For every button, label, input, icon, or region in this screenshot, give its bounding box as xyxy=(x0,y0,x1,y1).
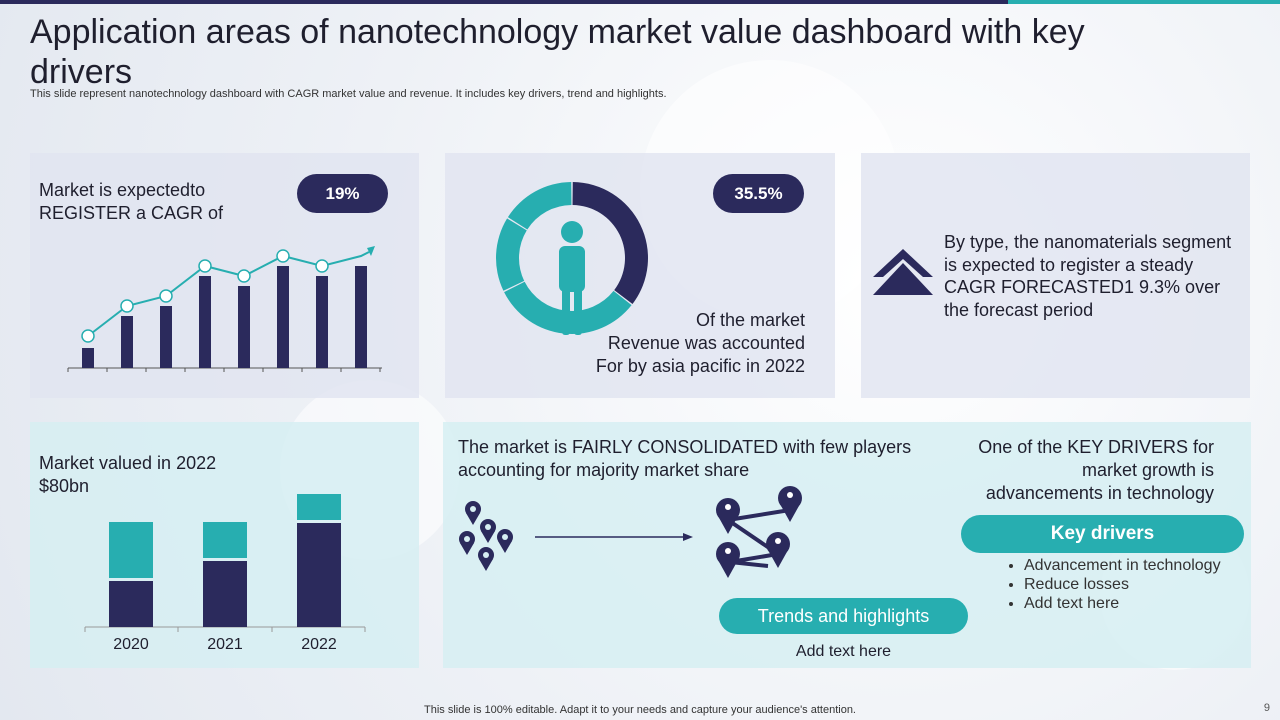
bar xyxy=(277,266,289,368)
page-title: Application areas of nanotechnology mark… xyxy=(30,13,1085,91)
drivers-line2: market growth is xyxy=(1081,460,1214,480)
x-tick-label: 2020 xyxy=(113,636,149,653)
trend-point xyxy=(198,259,212,273)
trend-point xyxy=(120,299,134,313)
bar xyxy=(160,306,172,368)
market-value-line2: $80bn xyxy=(39,476,90,496)
right-arrow-icon xyxy=(535,533,693,541)
bar xyxy=(82,348,94,368)
trend-arrow-head xyxy=(367,246,375,256)
key-driver-item: Advancement in technology xyxy=(1024,556,1224,575)
consolidation-panel: The market is FAIRLY CONSOLIDATED with f… xyxy=(443,422,1251,668)
cagr-panel: Market is expectedto REGISTER a CAGR of … xyxy=(30,153,419,398)
key-drivers-button[interactable]: Key drivers xyxy=(961,515,1244,553)
bar xyxy=(238,286,250,368)
trend-point xyxy=(276,249,290,263)
bar xyxy=(199,276,211,368)
stacked-bar-upper xyxy=(297,494,341,520)
bar xyxy=(355,266,367,368)
top-accent-bar xyxy=(0,0,1008,4)
donut-segment xyxy=(507,182,572,230)
market-value-panel: Market valued in 2022 $80bn 2020 2021 2022 xyxy=(30,422,419,668)
drivers-line1: One of the KEY DRIVERS for xyxy=(978,437,1214,457)
stacked-bar-upper xyxy=(203,522,247,558)
trends-highlights-button[interactable]: Trends and highlights xyxy=(719,598,968,634)
stacked-bar-lower xyxy=(297,523,341,627)
consolidation-text: The market is FAIRLY CONSOLIDATED with f… xyxy=(458,437,912,480)
donut-segment xyxy=(504,281,567,334)
revenue-panel: 35.5% Of the market Revenue was accounte… xyxy=(445,153,835,398)
revenue-text-line1: Of the market xyxy=(695,310,805,330)
person-icon xyxy=(559,221,585,335)
cagr-pill: 19% xyxy=(297,174,388,213)
trend-point xyxy=(315,259,329,273)
revenue-text-line3: For by asia pacific in 2022 xyxy=(595,356,805,376)
cagr-text: Market is expectedto REGISTER a CAGR of xyxy=(39,180,224,223)
x-tick-label: 2021 xyxy=(207,636,243,653)
stacked-bar-upper xyxy=(109,522,153,578)
connected-location-pins-icon xyxy=(716,486,802,578)
segment-panel: By type, the nanomaterials segment is ex… xyxy=(861,153,1250,398)
chevron-up-icon xyxy=(873,249,933,295)
drivers-line3: advancements in technology xyxy=(985,483,1214,503)
donut-segment xyxy=(572,182,648,304)
trend-point xyxy=(237,269,251,283)
trends-add-text: Add text here xyxy=(795,643,892,660)
revenue-pill: 35.5% xyxy=(713,174,804,213)
key-driver-item: Reduce losses xyxy=(1024,575,1224,594)
page-number: 9 xyxy=(1263,702,1270,714)
segment-text: By type, the nanomaterials segment is ex… xyxy=(944,232,1232,320)
revenue-text-line2: Revenue was accounted xyxy=(607,333,805,353)
bar xyxy=(121,316,133,368)
cagr-bar-chart xyxy=(67,246,382,372)
trend-point xyxy=(159,289,173,303)
trend-point xyxy=(81,329,95,343)
footer-note: This slide is 100% editable. Adapt it to… xyxy=(424,704,856,716)
x-tick-label: 2022 xyxy=(301,636,337,653)
market-value-stacked-chart: 2020 2021 2022 xyxy=(84,494,366,653)
bar xyxy=(316,276,328,368)
top-accent-bar-teal xyxy=(1008,0,1280,4)
page-subtitle: This slide represent nanotechnology dash… xyxy=(30,88,667,100)
donut-segment xyxy=(496,218,527,291)
stacked-bar-lower xyxy=(109,581,153,627)
scattered-location-pins-icon xyxy=(459,501,513,571)
key-drivers-list: Advancement in technology Reduce losses … xyxy=(1000,556,1224,613)
revenue-donut-chart xyxy=(496,182,648,335)
key-driver-item: Add text here xyxy=(1024,594,1224,613)
stacked-bar-lower xyxy=(203,561,247,627)
market-value-line1: Market valued in 2022 xyxy=(39,453,217,473)
